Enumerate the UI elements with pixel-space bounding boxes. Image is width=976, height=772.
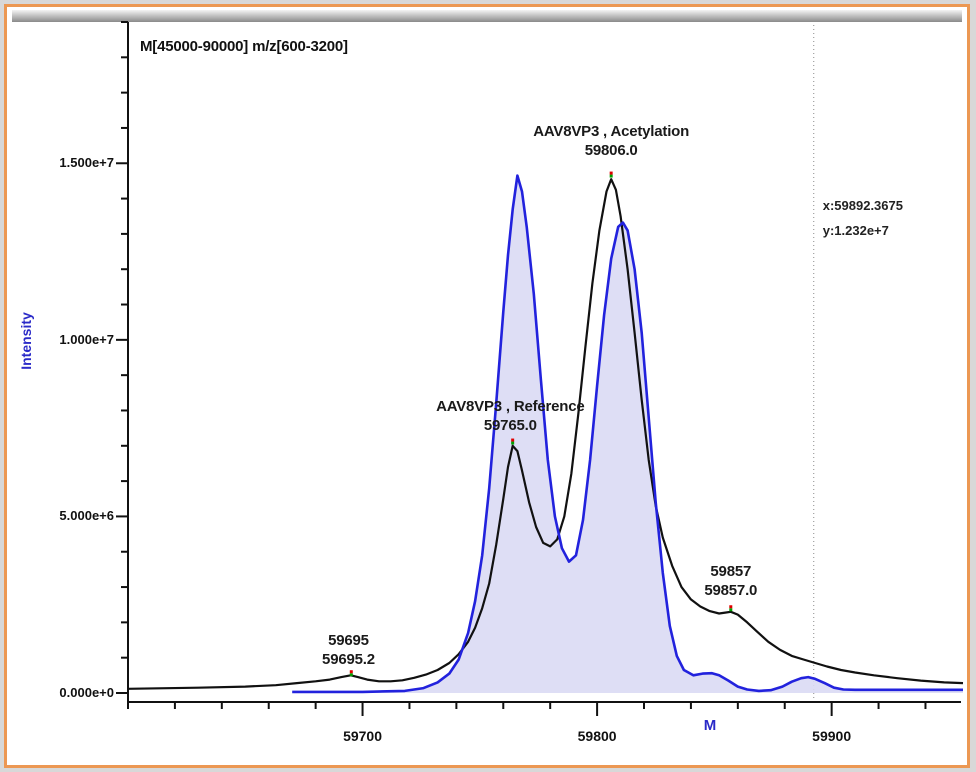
window-top-shadow-band	[12, 10, 962, 22]
peak-marker-red	[349, 670, 353, 674]
series-fill-0	[292, 175, 963, 694]
peak-marker-red	[729, 605, 733, 609]
peak-marker-green	[511, 441, 515, 445]
peak-marker-green	[349, 673, 353, 677]
peak-marker-green	[729, 608, 733, 612]
peak-marker-red	[609, 171, 613, 175]
peak-marker-green	[609, 174, 613, 178]
peak-marker-red	[511, 438, 515, 442]
series-line-acetylation	[127, 178, 964, 690]
series-line-reference	[292, 174, 963, 694]
